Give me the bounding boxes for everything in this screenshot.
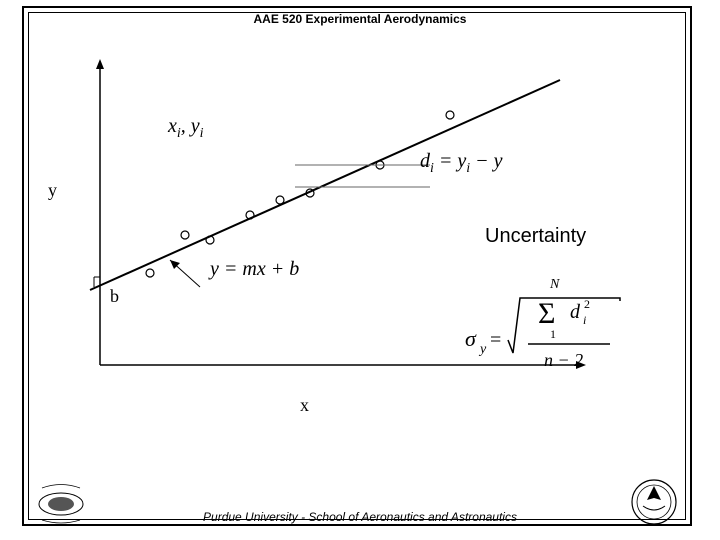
sum-sigma: Σ [538,297,555,330]
sum-d: d [570,301,581,323]
scatter-point [446,111,454,119]
sum-1: 1 [550,327,556,341]
slide-header: AAE 520 Experimental Aerodynamics [0,12,720,26]
eq-equals: = [490,329,501,351]
sum-N: N [549,277,560,292]
scatter-point [276,196,284,204]
y-axis-label: y [48,180,57,201]
eq-y: y [191,115,200,137]
sigma-symbol: σ [465,326,477,351]
eq-d-minus: − y [470,150,502,172]
sigma-sub-y: y [478,342,487,357]
eq-d: d [420,150,430,172]
sigma-equation: σ y = N Σ 1 d i 2 n − 2 [460,268,640,388]
line-equation: y = mx + b [210,258,299,281]
slide-footer: Purdue University - School of Aeronautic… [0,510,720,524]
point-label-equation: xi, yi [168,115,204,142]
b-intercept-label: b [110,286,119,307]
eq-comma: , [181,115,191,137]
eq-x: x [168,115,177,137]
fit-line [90,80,560,290]
denom: n − 2 [544,350,583,370]
deviation-equation: di = yi − y [420,150,503,177]
x-axis-label: x [300,395,309,416]
eq-sub-i2: i [200,126,204,141]
y-axis-arrow [96,59,104,69]
eq-d-eq: = y [434,150,466,172]
scatter-point [146,269,154,277]
sum-d-i: i [583,313,586,327]
uncertainty-label: Uncertainty [485,225,586,248]
scatter-point [181,231,189,239]
sum-d-2: 2 [584,297,590,311]
